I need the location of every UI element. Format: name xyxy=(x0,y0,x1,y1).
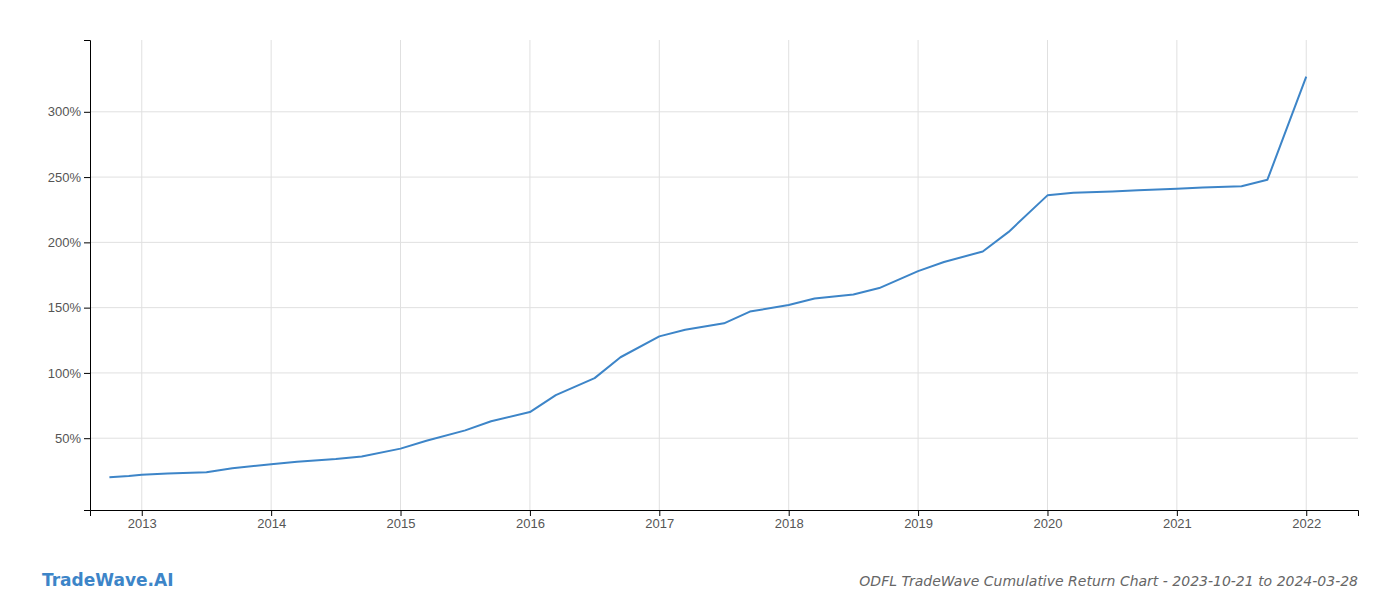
x-tick-label: 2018 xyxy=(775,516,804,531)
x-tick: 2013 xyxy=(128,510,157,531)
x-tick: 2019 xyxy=(904,510,933,531)
grid-line-x xyxy=(918,40,919,510)
x-tick-mark xyxy=(142,510,143,516)
grid-line-x xyxy=(400,40,401,510)
x-tick-label: 2022 xyxy=(1292,516,1321,531)
grid-line-x xyxy=(271,40,272,510)
grid-line-y xyxy=(90,307,1358,308)
x-tick-mark xyxy=(401,510,402,516)
y-tick-label: 300% xyxy=(48,104,82,119)
x-tick: 2022 xyxy=(1292,510,1321,531)
x-tick-mark xyxy=(789,510,790,516)
x-tick: 2018 xyxy=(775,510,804,531)
grid-line-x xyxy=(1047,40,1048,510)
chart-svg: 2013 2014 2015 2016 2017 2018 2019 2020 2021 2022… xyxy=(0,0,1400,600)
y-tick-mark xyxy=(84,177,90,178)
x-tick: 2015 xyxy=(387,510,416,531)
x-tick-mark xyxy=(1047,510,1048,516)
x-tick-mark xyxy=(271,510,272,516)
watermark: TradeWave.AI xyxy=(42,570,173,590)
y-tick: 50% xyxy=(55,431,90,446)
y-tick: 300% xyxy=(48,104,90,119)
y-axis: 50% 100% 150% 200% 250% 300% xyxy=(48,41,91,511)
x-tick-mark xyxy=(1177,510,1178,516)
x-tick: 2021 xyxy=(1163,510,1192,531)
grid xyxy=(90,40,1358,510)
x-tick-label: 2014 xyxy=(257,516,286,531)
grid-line-x xyxy=(529,40,530,510)
y-tick-label: 250% xyxy=(48,170,82,185)
y-tick: 250% xyxy=(48,170,90,185)
grid-line-y xyxy=(90,242,1358,243)
x-tick-label: 2021 xyxy=(1163,516,1192,531)
grid-line-y xyxy=(90,372,1358,373)
grid-line-x xyxy=(1176,40,1177,510)
y-tick: 100% xyxy=(48,366,90,381)
y-tick-label: 200% xyxy=(48,235,82,250)
x-tick-label: 2016 xyxy=(516,516,545,531)
x-tick: 2020 xyxy=(1034,510,1063,531)
grid-line-x xyxy=(141,40,142,510)
plot-area: 2013 2014 2015 2016 2017 2018 2019 2020 2021 2022… xyxy=(48,40,1359,531)
y-tick-mark xyxy=(84,373,90,374)
x-axis: 2013 2014 2015 2016 2017 2018 2019 2020 2021 2022 xyxy=(91,510,1359,531)
y-axis-line xyxy=(84,41,91,511)
x-tick-label: 2013 xyxy=(128,516,157,531)
y-tick-mark xyxy=(84,242,90,243)
y-tick-mark xyxy=(84,308,90,309)
grid-line-y xyxy=(90,177,1358,178)
x-tick-label: 2019 xyxy=(904,516,933,531)
x-tick-mark xyxy=(530,510,531,516)
x-axis-line xyxy=(91,511,1359,517)
x-tick: 2016 xyxy=(516,510,545,531)
y-tick-label: 100% xyxy=(48,366,82,381)
y-tick: 150% xyxy=(48,300,90,315)
grid-line-x xyxy=(788,40,789,510)
x-tick-label: 2017 xyxy=(645,516,674,531)
marks xyxy=(109,77,1306,478)
grid-line-y xyxy=(90,111,1358,112)
x-tick: 2017 xyxy=(645,510,674,531)
y-tick: 200% xyxy=(48,235,90,250)
x-tick-mark xyxy=(1306,510,1307,516)
x-tick-label: 2015 xyxy=(387,516,416,531)
grid-line-x xyxy=(659,40,660,510)
chart-title: ODFL TradeWave Cumulative Return Chart -… xyxy=(859,573,1358,589)
y-tick-mark xyxy=(84,112,90,113)
data-line xyxy=(109,77,1306,478)
y-tick-label: 50% xyxy=(55,431,81,446)
x-tick: 2014 xyxy=(257,510,286,531)
x-tick-mark xyxy=(659,510,660,516)
grid-line-y xyxy=(90,438,1358,439)
x-tick-mark xyxy=(918,510,919,516)
y-tick-label: 150% xyxy=(48,300,82,315)
x-tick-label: 2020 xyxy=(1034,516,1063,531)
y-tick-mark xyxy=(84,438,90,439)
grid-line-x xyxy=(1306,40,1307,510)
